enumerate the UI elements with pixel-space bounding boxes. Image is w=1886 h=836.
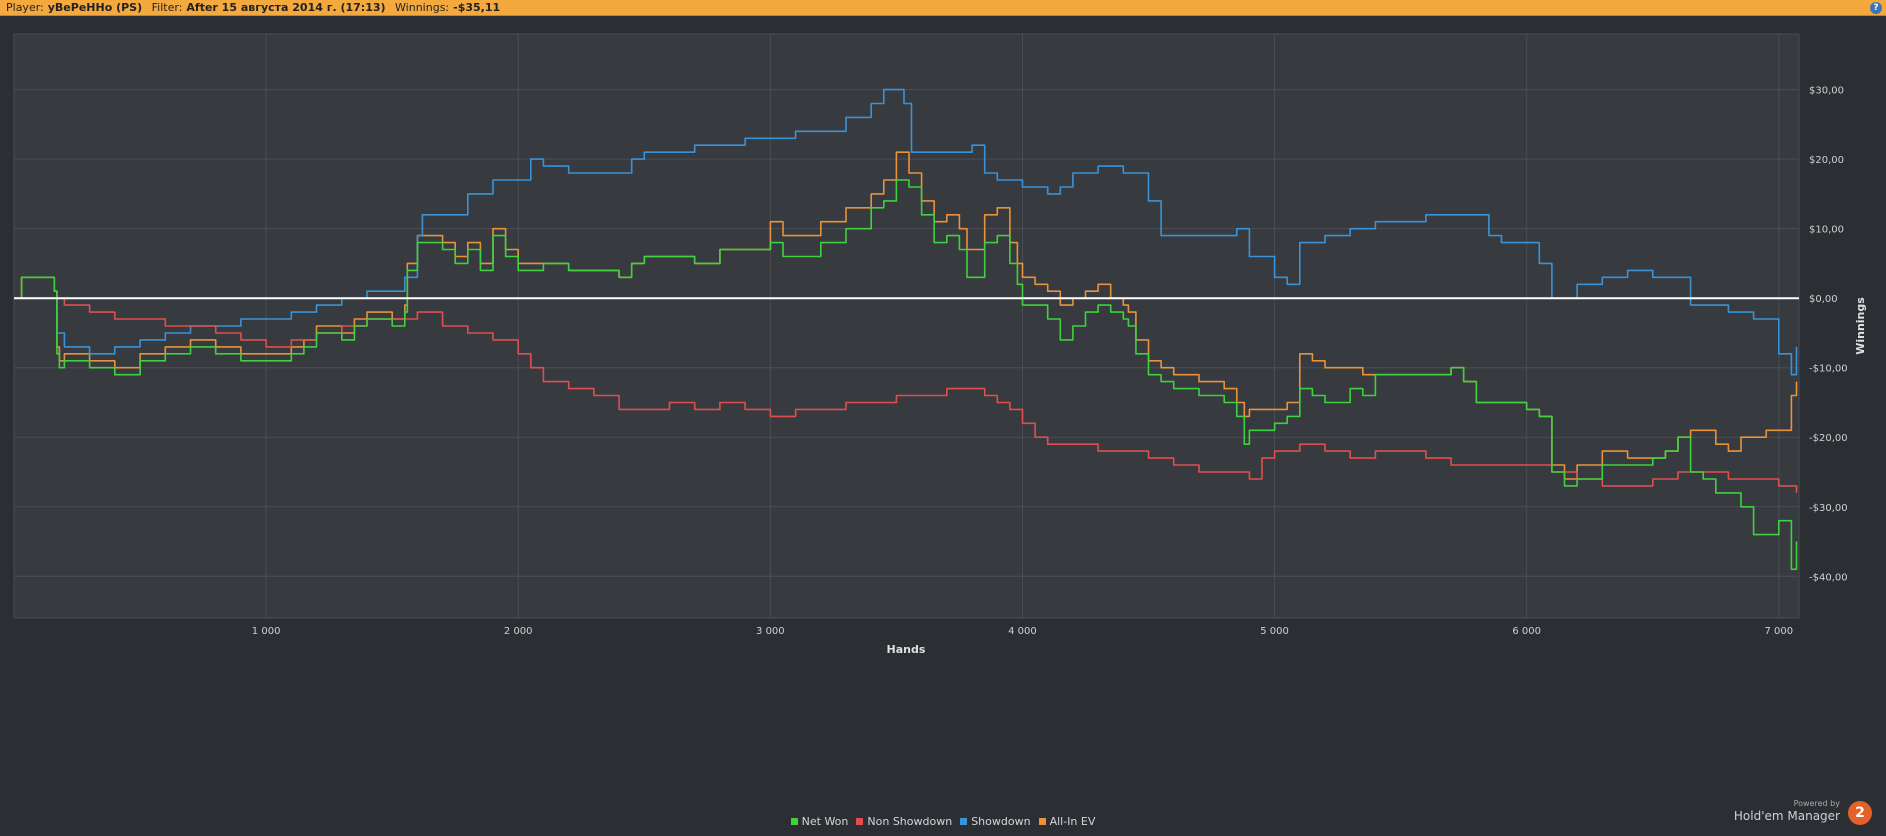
y-tick-label: $0,00 <box>1809 294 1838 305</box>
filter-value[interactable]: After 15 августа 2014 г. (17:13) <box>186 1 386 14</box>
winnings-chart: 1 000 2 000 3 000 4 000 5 000 6 000 7 000 $30,0… <box>13 33 1867 656</box>
legend-label: Showdown <box>971 815 1031 828</box>
tick-labels: 1 000 2 000 3 000 4 000 5 000 6 000 7 000 $30,0… <box>252 86 1848 637</box>
x-tick-label: 6 000 <box>1512 626 1541 637</box>
series-line-net-won <box>14 179 1798 571</box>
y-tick-label: -$40,00 <box>1809 572 1848 583</box>
legend-swatch <box>960 818 968 825</box>
legend-item-showdown[interactable]: Showdown <box>960 815 1031 828</box>
branding: Powered by Hold'em Manager 2 <box>1726 799 1876 829</box>
x-tick-label: 2 000 <box>504 626 533 637</box>
legend-item-all-in-ev[interactable]: All-In EV <box>1038 815 1096 828</box>
x-tick-label: 1 000 <box>252 626 281 637</box>
legend-swatch <box>856 818 864 825</box>
y-tick-label: -$30,00 <box>1809 503 1848 514</box>
x-tick-label: 7 000 <box>1765 626 1794 637</box>
plot-area <box>13 33 1800 619</box>
x-gridlines <box>265 34 1780 618</box>
legend-item-net-won[interactable]: Net Won <box>790 815 849 828</box>
brand-name: Hold'em Manager <box>1733 809 1840 823</box>
x-axis-title: Hands <box>887 643 926 656</box>
chart-legend: Net Won Non Showdown Showdown All-In EV <box>0 815 1886 828</box>
player-value: уВеРеННо (PS) <box>47 1 143 14</box>
x-tick-label: 4 000 <box>1008 626 1037 637</box>
winnings-value: -$35,11 <box>453 1 501 14</box>
question-icon[interactable]: ? <box>1870 2 1882 14</box>
y-axis-title: Winnings <box>1854 297 1867 355</box>
powered-by-text: Powered by <box>1793 799 1840 808</box>
hm2-logo-icon: 2 <box>1848 801 1872 825</box>
y-tick-label: $10,00 <box>1809 225 1844 236</box>
series-line-non-showdown <box>14 297 1798 493</box>
filter-bar: Player: уВеРеННо (PS) Filter: After 15 авг… <box>0 0 1886 16</box>
legend-swatch <box>790 818 798 825</box>
filter-label: Filter: <box>151 1 183 14</box>
y-tick-label: $20,00 <box>1809 155 1844 166</box>
y-tick-label: -$20,00 <box>1809 433 1848 444</box>
player-label: Player: <box>6 1 44 14</box>
legend-swatch <box>1038 818 1046 825</box>
legend-item-non-showdown[interactable]: Non Showdown <box>856 815 952 828</box>
legend-label: Non Showdown <box>867 815 953 828</box>
x-tick-label: 5 000 <box>1260 626 1289 637</box>
legend-label: All-In EV <box>1049 815 1096 828</box>
winnings-label: Winnings: <box>395 1 450 14</box>
x-tick-label: 3 000 <box>756 626 785 637</box>
y-tick-label: $30,00 <box>1809 86 1844 97</box>
legend-label: Net Won <box>801 815 849 828</box>
y-tick-label: -$10,00 <box>1809 364 1848 375</box>
